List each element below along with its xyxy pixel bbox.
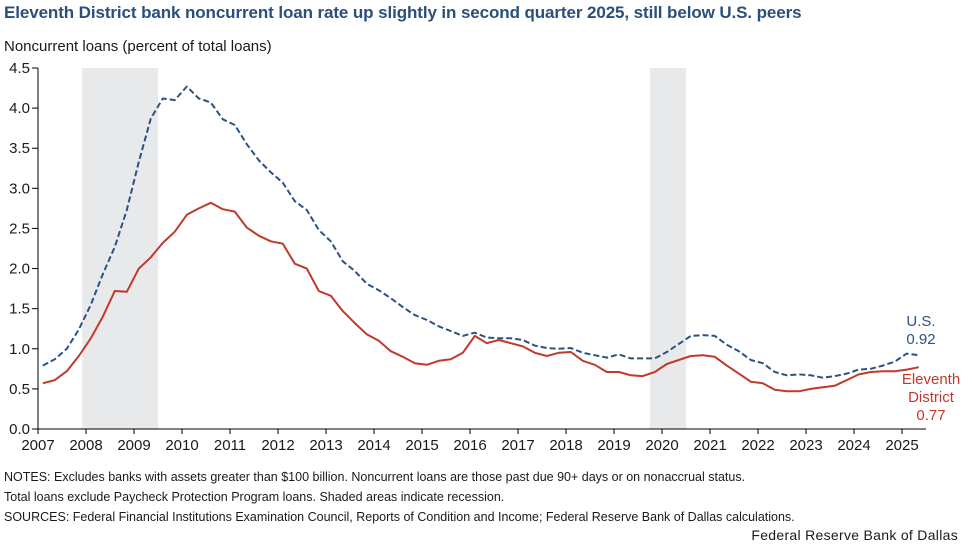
- y-tick-label: 0.0: [9, 421, 30, 438]
- x-tick-label: 2020: [645, 437, 678, 454]
- y-tick-label: 3.0: [9, 180, 30, 197]
- y-tick-label: 0.5: [9, 381, 30, 398]
- x-tick-label: 2007: [21, 437, 54, 454]
- y-axis-label: Noncurrent loans (percent of total loans…: [4, 38, 272, 55]
- x-tick-label: 2010: [165, 437, 198, 454]
- x-tick-label: 2008: [69, 437, 102, 454]
- annotation-u-s: U.S.: [906, 313, 935, 330]
- y-tick-label: 4.0: [9, 100, 30, 117]
- x-tick-label: 2024: [837, 437, 870, 454]
- x-tick-label: 2023: [789, 437, 822, 454]
- x-tick-label: 2025: [885, 437, 918, 454]
- annotation-eleventh-district: 0.77: [916, 407, 945, 424]
- x-tick-label: 2016: [453, 437, 486, 454]
- recession-shading-group: [82, 68, 686, 429]
- y-tick-label: 4.5: [9, 60, 30, 77]
- recession-band-1: [82, 68, 158, 429]
- annotation-u-s: 0.92: [906, 331, 935, 348]
- x-tick-label: 2013: [309, 437, 342, 454]
- y-tick-label: 1.0: [9, 341, 30, 358]
- x-tick-label: 2018: [549, 437, 582, 454]
- series-line-eleventh-district: [42, 201, 919, 393]
- annotation-eleventh-district: Eleventh: [902, 371, 960, 388]
- x-tick-label: 2012: [261, 437, 294, 454]
- notes-line-2: Total loans exclude Paycheck Protection …: [4, 490, 505, 504]
- chart-title: Eleventh District bank noncurrent loan r…: [4, 3, 802, 22]
- series-line-u-s: [42, 85, 919, 379]
- y-tick-label: 3.5: [9, 140, 30, 157]
- x-tick-label: 2021: [693, 437, 726, 454]
- x-tick-label: 2022: [741, 437, 774, 454]
- notes: NOTES: Excludes banks with assets greate…: [4, 467, 795, 527]
- recession-band-2: [650, 68, 686, 429]
- x-tick-label: 2017: [501, 437, 534, 454]
- sources-line: SOURCES: Federal Financial Institutions …: [4, 510, 795, 524]
- x-tick-label: 2009: [117, 437, 150, 454]
- y-tick-label: 2.5: [9, 220, 30, 237]
- annotation-eleventh-district: District: [908, 389, 955, 406]
- series-group: [42, 85, 919, 393]
- notes-line-1: NOTES: Excludes banks with assets greate…: [4, 470, 746, 484]
- x-tick-label: 2019: [597, 437, 630, 454]
- x-axis: 2007 2008 2009 2010 2011 2012 2013 2014 2015 2016…: [21, 428, 926, 454]
- x-tick-label: 2011: [214, 437, 246, 454]
- x-tick-label: 2014: [357, 437, 390, 454]
- credit-line: Federal Reserve Bank of Dallas: [751, 527, 958, 543]
- y-tick-label: 2.0: [9, 261, 30, 278]
- y-tick-label: 1.5: [9, 301, 30, 318]
- x-tick-label: 2015: [405, 437, 438, 454]
- y-axis: 0.0 0.5 1.0 1.5 2.0 2.5 3.0 3.5 4.0 4.5: [9, 60, 39, 438]
